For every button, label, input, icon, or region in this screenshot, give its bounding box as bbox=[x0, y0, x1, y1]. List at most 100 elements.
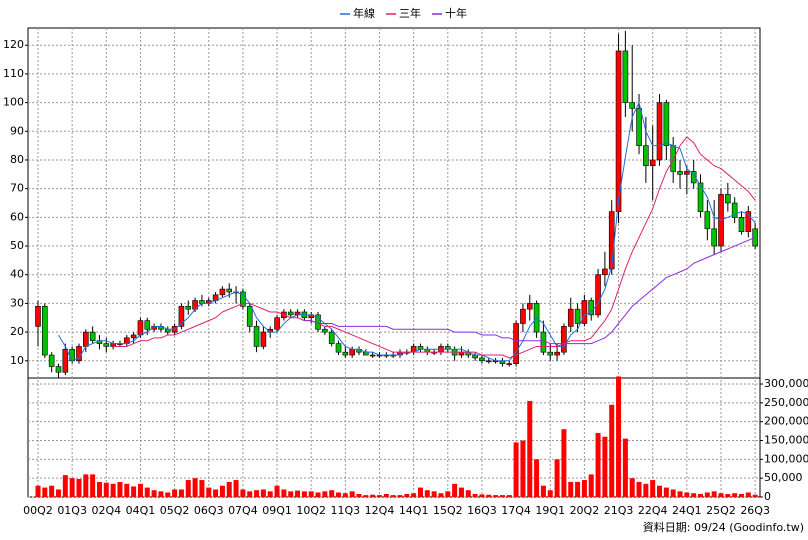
volume-bar bbox=[76, 478, 82, 497]
volume-bar bbox=[718, 493, 724, 497]
ma-line bbox=[304, 236, 756, 345]
candle-body bbox=[178, 305, 185, 327]
volume-bar bbox=[103, 482, 109, 497]
x-tick-label: 21Q3 bbox=[604, 504, 634, 517]
volume-bar bbox=[69, 478, 75, 497]
candle-body bbox=[185, 305, 192, 310]
volume-bar bbox=[738, 493, 744, 497]
candle-body bbox=[684, 171, 690, 175]
y-tick-label: 30 bbox=[10, 296, 24, 309]
candle-body bbox=[342, 351, 349, 356]
volume-bar bbox=[377, 495, 382, 497]
volume-bar bbox=[267, 491, 273, 497]
volume-bar bbox=[165, 492, 171, 497]
volume-bar bbox=[172, 489, 178, 497]
volume-bar bbox=[691, 493, 697, 497]
x-tick-label: 10Q2 bbox=[296, 504, 326, 517]
volume-bar bbox=[404, 493, 410, 497]
volume-bar bbox=[670, 489, 676, 497]
volume-bar bbox=[479, 494, 485, 497]
candle-body bbox=[349, 349, 355, 356]
volume-bar bbox=[185, 480, 191, 497]
candle-body bbox=[219, 288, 226, 296]
legend-label: 三年 bbox=[399, 6, 421, 20]
candle-body bbox=[581, 300, 588, 324]
candle-body bbox=[103, 343, 110, 347]
legend-label: 十年 bbox=[445, 6, 467, 20]
legend-label: 年線 bbox=[353, 6, 375, 20]
volume-bar bbox=[411, 493, 417, 497]
volume-bar bbox=[295, 490, 301, 497]
candle-body bbox=[725, 194, 731, 204]
volume-bar bbox=[131, 486, 137, 497]
y-tick-label: 110 bbox=[3, 67, 24, 80]
candle-body bbox=[547, 351, 554, 356]
x-tick-label: 04Q1 bbox=[126, 504, 156, 517]
volume-bar bbox=[506, 495, 512, 497]
x-tick-label: 11Q3 bbox=[331, 504, 361, 517]
volume-bar bbox=[308, 491, 314, 497]
volume-bar bbox=[575, 481, 581, 497]
volume-bar bbox=[595, 432, 601, 497]
candle-body bbox=[137, 320, 144, 336]
y2-tick-label: 0 bbox=[764, 490, 771, 503]
candle-body bbox=[485, 360, 492, 363]
candle-body bbox=[520, 308, 526, 324]
volume-bar bbox=[725, 493, 731, 497]
volume-bar bbox=[62, 475, 68, 497]
y2-tick-label: 300,000 bbox=[764, 377, 808, 390]
volume-bar bbox=[581, 480, 587, 497]
candle-body bbox=[690, 171, 697, 184]
volume-bar bbox=[465, 490, 471, 497]
x-tick-label: 16Q3 bbox=[467, 504, 497, 517]
volume-bar bbox=[424, 490, 430, 497]
volume-bar bbox=[383, 493, 389, 497]
x-tick-label: 17Q4 bbox=[501, 504, 531, 517]
candle-body bbox=[561, 326, 567, 353]
volume-bar bbox=[151, 490, 157, 497]
volume-bar bbox=[288, 491, 294, 497]
volume-bar bbox=[49, 485, 55, 497]
candle-body bbox=[731, 202, 738, 218]
candle-body bbox=[240, 291, 246, 307]
candle-body bbox=[55, 366, 62, 373]
volume-bar bbox=[472, 493, 478, 497]
candle-body bbox=[588, 300, 595, 316]
candle-body bbox=[144, 320, 151, 330]
volume-bar bbox=[370, 494, 376, 497]
volume-bar bbox=[657, 485, 663, 497]
candle-body bbox=[629, 102, 636, 109]
candle-body bbox=[643, 145, 649, 167]
x-tick-label: 12Q4 bbox=[365, 504, 395, 517]
volume-bar bbox=[219, 485, 225, 497]
candle-body bbox=[89, 331, 96, 342]
y2-tick-label: 50,000 bbox=[764, 471, 803, 484]
candle-body bbox=[130, 334, 137, 339]
volume-bar bbox=[417, 487, 423, 497]
candle-body bbox=[335, 343, 342, 353]
volume-bar bbox=[336, 492, 342, 497]
ma-line bbox=[113, 136, 756, 359]
x-tick-label: 25Q2 bbox=[706, 504, 736, 517]
volume-bar bbox=[342, 493, 348, 497]
volume-bar bbox=[301, 491, 307, 497]
candle-body bbox=[608, 211, 615, 270]
volume-bar bbox=[629, 478, 635, 497]
volume-bar bbox=[281, 489, 287, 497]
x-tick-label: 07Q4 bbox=[228, 504, 258, 517]
volume-bar bbox=[96, 481, 102, 497]
x-tick-label: 24Q1 bbox=[672, 504, 702, 517]
y-tick-label: 100 bbox=[3, 96, 24, 109]
volume-bar bbox=[588, 474, 594, 497]
y2-tick-label: 100,000 bbox=[764, 452, 808, 465]
volume-bar bbox=[547, 490, 553, 497]
candle-body bbox=[69, 349, 75, 362]
volume-bar bbox=[752, 494, 758, 497]
volume-bar bbox=[349, 491, 355, 497]
candle-body bbox=[62, 349, 69, 373]
y-tick-label: 10 bbox=[10, 354, 24, 367]
volume-bar bbox=[83, 474, 89, 497]
x-tick-label: 22Q4 bbox=[638, 504, 668, 517]
volume-bar bbox=[650, 480, 656, 497]
candle-body bbox=[636, 108, 642, 146]
